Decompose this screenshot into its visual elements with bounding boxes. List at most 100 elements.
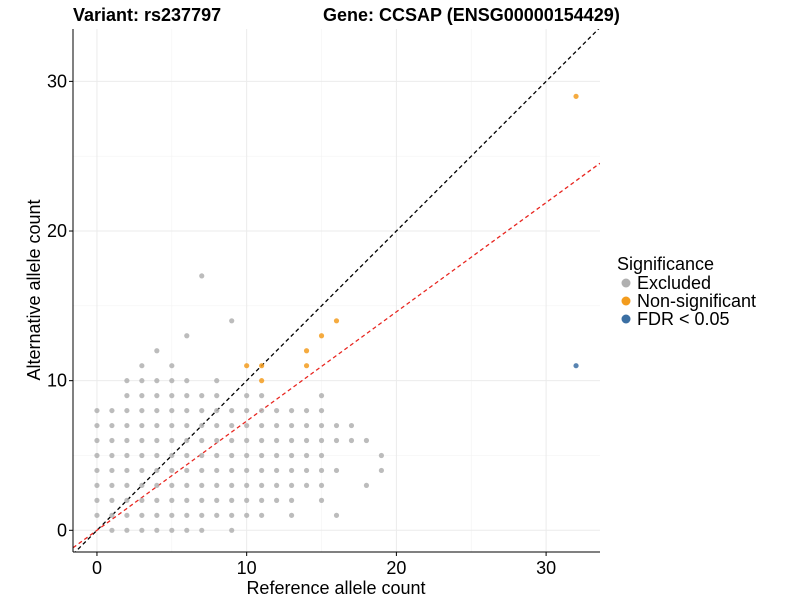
point-excluded <box>244 452 250 459</box>
point-excluded <box>229 422 235 429</box>
point-excluded <box>184 527 190 533</box>
point-excluded <box>229 512 235 518</box>
point-excluded <box>184 422 190 429</box>
point-excluded <box>244 512 250 518</box>
point-excluded <box>169 482 175 489</box>
y-tick-label: 30 <box>47 71 67 91</box>
point-excluded <box>94 482 100 489</box>
point-excluded <box>303 467 310 474</box>
point-fdr-0-05 <box>573 363 579 369</box>
point-excluded <box>288 452 295 459</box>
point-excluded <box>244 467 250 474</box>
point-excluded <box>259 512 265 518</box>
point-excluded <box>154 348 160 354</box>
point-excluded <box>154 422 160 429</box>
point-excluded <box>124 422 130 429</box>
point-excluded <box>124 393 130 399</box>
point-non-significant <box>318 333 325 339</box>
point-excluded <box>229 527 235 533</box>
point-excluded <box>318 407 325 414</box>
point-excluded <box>139 497 145 503</box>
point-excluded <box>184 437 190 444</box>
point-excluded <box>169 527 175 533</box>
point-excluded <box>303 482 310 489</box>
point-excluded <box>109 422 115 429</box>
point-excluded <box>139 422 145 429</box>
point-excluded <box>124 407 130 414</box>
point-excluded <box>259 393 265 399</box>
point-excluded <box>139 393 145 399</box>
point-excluded <box>288 422 295 429</box>
point-excluded <box>288 512 295 518</box>
point-excluded <box>169 407 175 414</box>
data-points <box>94 93 579 533</box>
y-tick-label: 20 <box>47 221 67 241</box>
point-excluded <box>109 407 115 414</box>
point-excluded <box>244 407 250 414</box>
point-excluded <box>154 378 160 384</box>
point-excluded <box>124 497 130 503</box>
point-excluded <box>94 407 100 414</box>
point-excluded <box>124 482 130 489</box>
point-excluded <box>318 467 325 474</box>
point-excluded <box>288 482 295 489</box>
point-excluded <box>94 467 100 474</box>
point-excluded <box>109 452 115 459</box>
point-excluded <box>124 467 130 474</box>
point-excluded <box>244 497 250 503</box>
point-excluded <box>288 467 295 474</box>
point-excluded <box>214 467 220 474</box>
point-excluded <box>274 497 280 503</box>
point-excluded <box>184 467 190 474</box>
point-excluded <box>154 437 160 444</box>
point-excluded <box>154 452 160 459</box>
point-excluded <box>199 393 205 399</box>
point-excluded <box>274 407 280 414</box>
point-non-significant <box>244 363 250 369</box>
point-excluded <box>154 497 160 503</box>
axes: 0 10 20 30 0 10 20 30 <box>47 29 600 578</box>
point-excluded <box>363 437 370 444</box>
point-excluded <box>214 497 220 503</box>
chart-title-gene: Gene: CCSAP (ENSG00000154429) <box>323 5 620 25</box>
point-excluded <box>184 393 190 399</box>
point-excluded <box>139 407 145 414</box>
reference-line-identity <box>74 29 600 552</box>
point-excluded <box>288 407 295 414</box>
point-excluded <box>139 467 145 474</box>
grid-lines <box>73 29 600 552</box>
point-excluded <box>288 497 295 503</box>
point-excluded <box>303 452 310 459</box>
point-excluded <box>274 452 280 459</box>
point-non-significant <box>259 363 265 369</box>
point-excluded <box>169 393 175 399</box>
point-excluded <box>109 467 115 474</box>
point-excluded <box>109 497 115 503</box>
x-axis-label: Reference allele count <box>246 578 425 598</box>
point-excluded <box>109 527 115 533</box>
legend-label-non-significant: Non-significant <box>637 291 756 311</box>
point-excluded <box>333 512 340 518</box>
legend-key-excluded <box>621 278 631 288</box>
point-excluded <box>184 497 190 503</box>
y-tick-label: 10 <box>47 371 67 391</box>
point-excluded <box>274 437 280 444</box>
point-excluded <box>109 437 115 444</box>
point-excluded <box>259 467 265 474</box>
point-non-significant <box>573 93 579 99</box>
point-excluded <box>184 452 190 459</box>
point-excluded <box>139 527 145 533</box>
point-excluded <box>169 437 175 444</box>
point-excluded <box>318 393 325 399</box>
point-excluded <box>229 482 235 489</box>
point-excluded <box>259 452 265 459</box>
point-excluded <box>288 437 295 444</box>
point-excluded <box>199 452 205 459</box>
point-excluded <box>139 482 145 489</box>
point-excluded <box>169 363 175 369</box>
point-excluded <box>154 407 160 414</box>
point-excluded <box>229 467 235 474</box>
point-excluded <box>169 452 175 459</box>
point-excluded <box>109 512 115 518</box>
point-excluded <box>259 407 265 414</box>
